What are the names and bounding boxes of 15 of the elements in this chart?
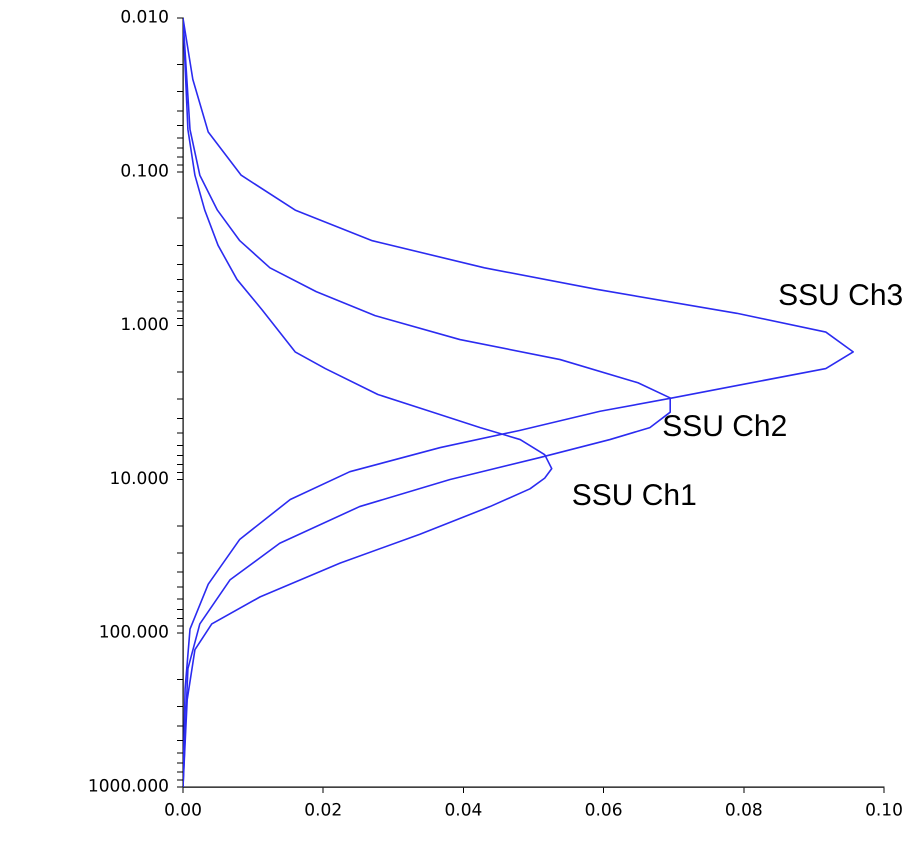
series-label: SSU Ch1 — [572, 478, 697, 512]
y-tick-label: 1.000 — [120, 315, 169, 336]
y-tick-label: 0.100 — [120, 161, 169, 182]
x-tick-label: 0.10 — [865, 800, 903, 821]
x-tick-label: 0.06 — [584, 800, 623, 821]
y-tick-label: 0.010 — [120, 8, 169, 28]
y-tick-label: 1000.000 — [88, 776, 169, 796]
series-label: SSU Ch2 — [662, 410, 788, 444]
x-tick-label: 0.02 — [304, 800, 342, 821]
x-tick-label: 0.08 — [724, 800, 763, 821]
y-tick-label: 100.000 — [98, 622, 169, 643]
series-label: SSU Ch3 — [778, 279, 904, 312]
x-tick-label: 0.04 — [444, 800, 482, 821]
y-tick-label: 10.000 — [110, 468, 169, 489]
x-tick-label: 0.00 — [164, 800, 202, 821]
